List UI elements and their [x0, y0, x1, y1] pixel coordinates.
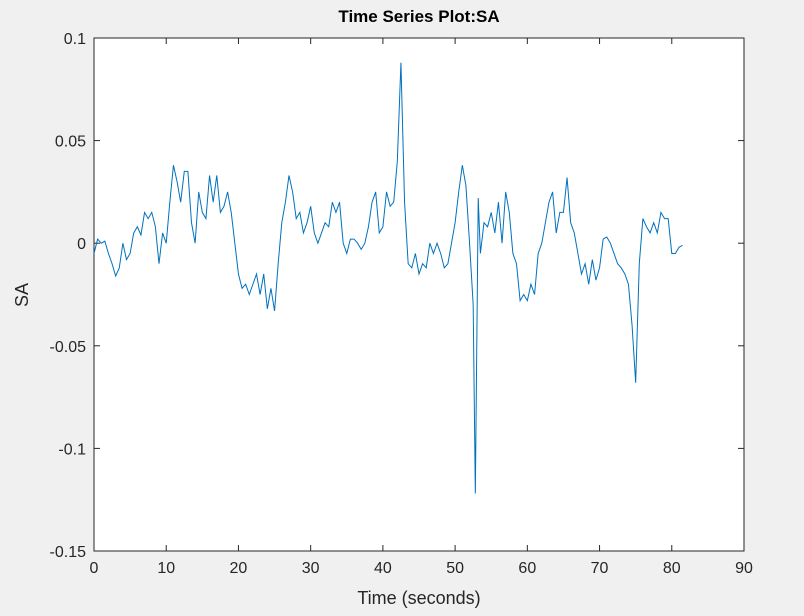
- y-tick-label: 0.1: [64, 31, 86, 48]
- x-tick-label: 70: [591, 560, 609, 577]
- y-tick-label: 0: [77, 236, 86, 253]
- x-tick-label: 60: [518, 560, 536, 577]
- y-tick-label: 0.05: [55, 134, 86, 151]
- y-axis-label: SA: [12, 283, 32, 307]
- y-tick-label: -0.15: [50, 544, 87, 561]
- y-tick-label: -0.05: [50, 339, 87, 356]
- x-axis-label: Time (seconds): [357, 588, 480, 608]
- plot-area: [94, 38, 744, 551]
- x-tick-label: 50: [446, 560, 464, 577]
- x-tick-label: 80: [663, 560, 681, 577]
- axes-box: [93, 37, 745, 552]
- x-tick-label: 90: [735, 560, 753, 577]
- y-tick-label: -0.1: [58, 441, 86, 458]
- series-line: [93, 62, 683, 494]
- x-tick-label: 20: [230, 560, 248, 577]
- x-tick-label: 30: [302, 560, 320, 577]
- chart-title: Time Series Plot:SA: [338, 7, 499, 26]
- x-tick-label: 10: [157, 560, 175, 577]
- x-tick-label: 0: [90, 560, 99, 577]
- x-tick-label: 40: [374, 560, 392, 577]
